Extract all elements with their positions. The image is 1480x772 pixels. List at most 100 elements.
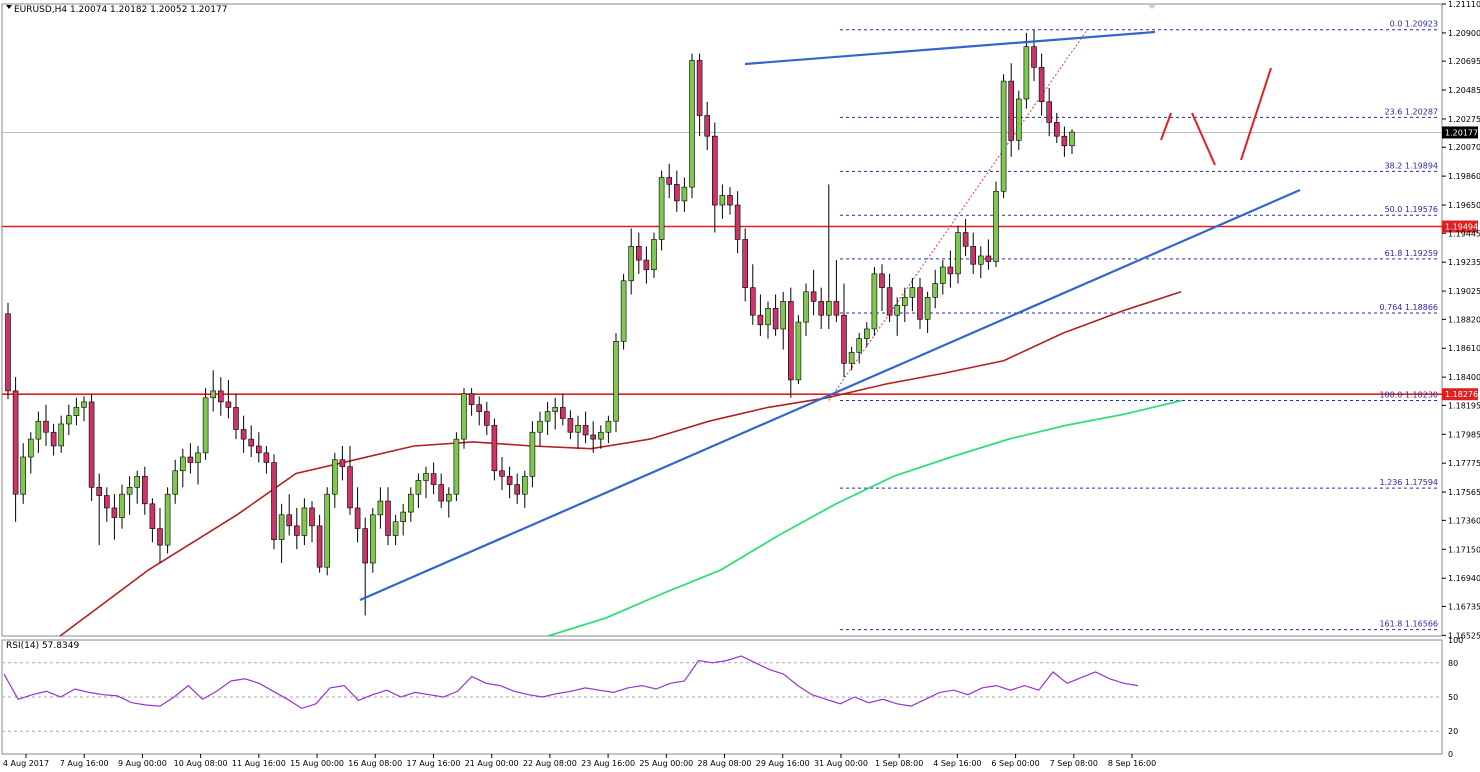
candle-body <box>278 514 285 540</box>
candle-body <box>620 280 627 342</box>
candle-body <box>35 420 42 440</box>
candle-body <box>977 255 984 265</box>
price-axis: 1.21110 1.20900 1.20695 1.20485 1.20275 1.200… <box>1442 0 1480 640</box>
candle-body <box>795 321 802 381</box>
candle-body <box>1023 46 1030 100</box>
candle-body <box>27 438 34 458</box>
time-tick-label: 10 Aug 08:00 <box>174 759 228 768</box>
time-tick-label: 29 Aug 16:00 <box>756 759 810 768</box>
candle-body <box>552 407 559 412</box>
price-tick-label: 1.19445 <box>1448 229 1480 238</box>
price-tick-label: 1.18820 <box>1448 315 1480 324</box>
candles <box>5 30 1075 616</box>
candle-body <box>461 393 467 440</box>
candle-body <box>719 195 726 206</box>
candle-body <box>180 456 186 472</box>
candle-body <box>1008 80 1015 141</box>
price-tick-label: 1.17985 <box>1448 430 1480 439</box>
time-tick-label: 9 Aug 00:00 <box>118 759 167 768</box>
time-tick-label: 17 Aug 16:00 <box>406 759 460 768</box>
candle-body <box>643 259 650 271</box>
candle-body <box>164 493 171 546</box>
candle-body <box>894 305 901 316</box>
candle-body <box>438 484 445 502</box>
time-tick-label: 4 Aug 2017 <box>3 759 49 768</box>
candle-body <box>385 500 391 536</box>
time-tick-label: 6 Sep 00:00 <box>991 759 1039 768</box>
candle-body <box>423 473 429 481</box>
candle-body <box>157 528 163 546</box>
candle-body <box>293 525 300 536</box>
candle-body <box>1061 135 1068 147</box>
candle-body <box>780 301 787 330</box>
candle-body <box>711 135 718 206</box>
time-tick-label: 1 Sep 08:00 <box>875 759 923 768</box>
candle-body <box>240 429 247 440</box>
price-tick-label: 1.18610 <box>1448 344 1480 353</box>
price-tick-label: 1.20900 <box>1448 29 1480 38</box>
candle-body <box>134 475 140 488</box>
candle-body <box>445 493 452 502</box>
candle-body <box>901 296 908 306</box>
candle-body <box>970 246 977 265</box>
candle-body <box>841 314 847 364</box>
level-tag-label: 1.19494 <box>1445 223 1478 232</box>
uptrend-line <box>359 188 1301 602</box>
candle-body <box>316 525 323 568</box>
candle-body <box>932 283 939 298</box>
candle-body <box>210 390 216 399</box>
fib-label: 50.0 1.19576 <box>1385 205 1438 214</box>
candle-body <box>635 246 642 261</box>
candle-body <box>909 287 916 298</box>
price-tick-label: 1.16940 <box>1448 574 1480 583</box>
candle-body <box>218 390 224 403</box>
candle-body <box>749 287 756 316</box>
candle-body <box>803 291 809 323</box>
fib-label: 61.8 1.19259 <box>1385 249 1438 258</box>
candle-body <box>833 301 840 316</box>
candle-body <box>848 352 855 364</box>
time-tick-label: 31 Aug 00:00 <box>814 759 868 768</box>
candle-body <box>362 528 369 564</box>
candle-body <box>537 420 543 433</box>
candle-body <box>1054 122 1060 137</box>
symbol-header: EURUSD,H4 1.20074 1.20182 1.20052 1.2017… <box>14 5 227 15</box>
candle-body <box>727 195 733 206</box>
candle-body <box>529 431 536 477</box>
candle-body <box>1015 98 1022 141</box>
top-trend-line <box>744 30 1156 66</box>
candle-body <box>666 177 673 185</box>
candle-body <box>856 338 863 353</box>
candle-body <box>742 239 749 288</box>
candle-body <box>559 407 566 419</box>
candle-body <box>825 301 832 316</box>
candle-body <box>696 60 703 116</box>
fib-label: 23.6 1.20287 <box>1385 107 1438 116</box>
fib-label: 38.2 1.19894 <box>1385 161 1438 170</box>
level-tag <box>1442 220 1478 233</box>
candle-body <box>400 511 407 523</box>
candle-body <box>111 507 118 518</box>
candle-body <box>195 452 201 463</box>
candle-body <box>483 411 490 426</box>
candle-body <box>347 466 353 509</box>
candle-body <box>119 493 125 518</box>
candle-body <box>886 287 893 316</box>
candle-body <box>339 459 346 467</box>
candle-body <box>567 418 574 433</box>
candle-body <box>810 291 817 302</box>
price-tick-label: 1.20695 <box>1448 57 1480 66</box>
candle-body <box>924 296 931 320</box>
rsi-tick-label: 0 <box>1448 750 1453 759</box>
price-tick-label: 1.21110 <box>1448 0 1480 9</box>
price-tick-label: 1.17775 <box>1448 459 1480 468</box>
candle-body <box>879 273 885 288</box>
rsi-label: RSI(14) 57.8349 <box>6 641 79 651</box>
candle-body <box>369 514 376 564</box>
candle-body <box>962 232 969 247</box>
time-tick-label: 8 Sep 16:00 <box>1108 759 1156 768</box>
candle-body <box>757 314 764 326</box>
candle-body <box>521 475 528 495</box>
price-tick-label: 1.20485 <box>1448 86 1480 95</box>
